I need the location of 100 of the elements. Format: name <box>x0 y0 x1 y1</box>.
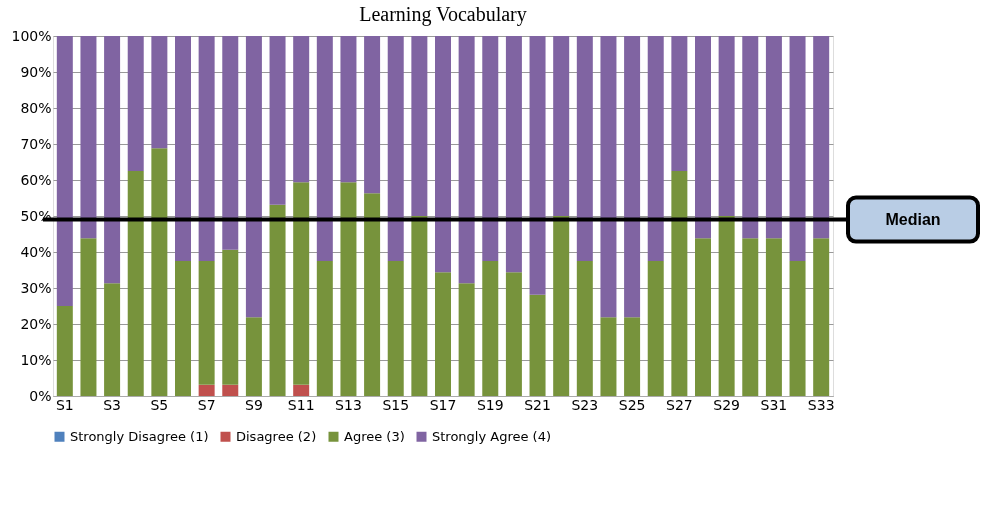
bar <box>340 182 357 396</box>
bar <box>151 36 168 149</box>
bar <box>104 283 121 396</box>
y-tick-label: 60% <box>20 171 52 188</box>
bar <box>435 272 451 396</box>
bar <box>742 238 759 396</box>
x-tick-label: S1 <box>55 396 74 413</box>
y-tick-label: 30% <box>20 279 52 296</box>
bar <box>529 294 546 396</box>
ref-line-label: Median <box>885 210 941 228</box>
bar <box>269 36 286 205</box>
bar <box>269 204 286 396</box>
bar <box>435 36 451 273</box>
bar <box>458 283 475 396</box>
bar <box>340 36 357 183</box>
bar <box>387 261 404 396</box>
bar <box>293 182 310 385</box>
bar <box>80 36 97 239</box>
x-tick-label: S5 <box>150 396 169 413</box>
y-tick-label: 20% <box>20 315 52 332</box>
bar <box>56 306 73 396</box>
chart-title: Learning Vocabulary <box>359 3 527 26</box>
bar <box>647 261 664 396</box>
y-tick-label: 80% <box>20 99 52 116</box>
bar <box>695 36 711 239</box>
bar <box>316 261 333 396</box>
bar <box>600 36 617 318</box>
bar <box>293 384 310 396</box>
x-tick-label: S17 <box>429 396 457 413</box>
bar <box>505 272 522 396</box>
x-tick-label: S33 <box>807 396 835 413</box>
bar <box>553 216 570 396</box>
bar <box>458 36 475 284</box>
legend-label: Strongly Agree (4) <box>432 428 552 444</box>
bar <box>198 36 215 261</box>
x-tick-label: S11 <box>287 396 315 413</box>
bar <box>364 36 381 194</box>
bar <box>718 216 735 396</box>
bar <box>222 36 239 250</box>
x-tick-label: S21 <box>524 396 551 413</box>
bar <box>387 36 404 261</box>
bar <box>742 36 759 239</box>
bar <box>553 36 570 216</box>
x-tick-label: S7 <box>197 396 216 413</box>
x-tick-label: S9 <box>245 396 263 413</box>
y-tick-label: 100% <box>11 27 52 44</box>
bar <box>718 36 735 216</box>
bar <box>482 36 499 261</box>
y-tick-label: 90% <box>20 63 52 80</box>
bar <box>576 36 593 261</box>
bar <box>529 36 546 295</box>
bar <box>624 36 641 318</box>
bar <box>245 36 262 318</box>
bar <box>482 261 499 396</box>
x-tick-label: S13 <box>335 396 362 413</box>
bar <box>198 261 215 385</box>
bar <box>104 36 121 284</box>
x-tick-label: S3 <box>103 396 121 413</box>
bar <box>671 171 688 396</box>
bar <box>411 36 428 216</box>
bar <box>576 261 593 396</box>
bar <box>813 36 830 239</box>
legend-label: Disagree (2) <box>236 428 317 444</box>
y-tick-label: 70% <box>20 135 52 152</box>
legend-label: Strongly Disagree (1) <box>70 428 209 444</box>
bar <box>198 384 215 396</box>
bar <box>222 249 239 385</box>
bar <box>765 36 782 239</box>
bar <box>411 216 428 396</box>
bar <box>316 36 333 261</box>
bar <box>293 36 310 183</box>
bar <box>151 148 168 396</box>
bar <box>364 193 381 396</box>
x-tick-label: S25 <box>618 396 646 413</box>
bar <box>222 384 239 396</box>
bar <box>175 36 191 261</box>
bar <box>505 36 522 273</box>
x-tick-label: S19 <box>476 396 504 413</box>
x-tick-label: S23 <box>571 396 599 413</box>
bar <box>624 317 641 396</box>
x-tick-label: S15 <box>382 396 410 413</box>
bar <box>127 36 144 171</box>
bar <box>813 238 830 396</box>
bar <box>671 36 688 171</box>
bar <box>80 238 97 396</box>
bar <box>127 171 144 396</box>
y-tick-label: 40% <box>20 243 52 260</box>
bar <box>600 317 617 396</box>
bar <box>695 238 711 396</box>
bar <box>56 36 73 306</box>
legend-label: Agree (3) <box>344 428 405 444</box>
bar <box>789 36 806 261</box>
x-tick-label: S27 <box>666 396 693 413</box>
bar <box>765 238 782 396</box>
x-tick-label: S29 <box>713 396 740 413</box>
x-tick-label: S31 <box>760 396 788 413</box>
bar <box>175 261 191 396</box>
y-tick-label: 10% <box>20 351 52 368</box>
bar <box>245 317 262 396</box>
y-tick-label: 0% <box>29 387 52 404</box>
